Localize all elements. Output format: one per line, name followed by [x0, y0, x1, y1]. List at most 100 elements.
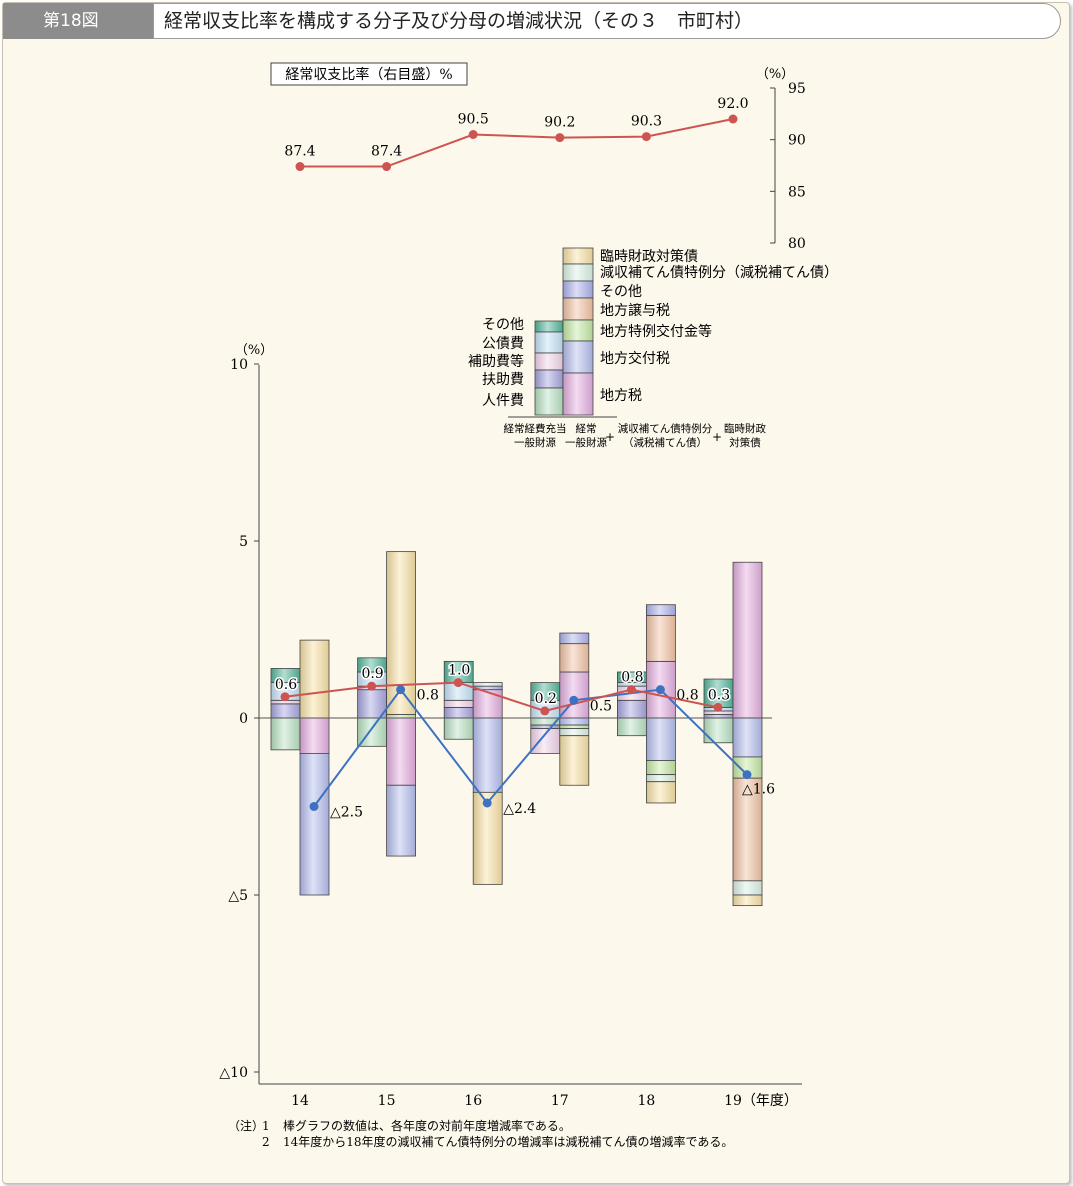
denominator-segment: [732, 880, 763, 896]
denominator-total-point: [396, 685, 406, 695]
notes: （注） 1 棒グラフの数値は、各年度の対前年度増減率である。 2 14年度から1…: [228, 1118, 733, 1149]
change-tick-label: 10: [230, 357, 248, 373]
ratio-value-label: 90.3: [631, 114, 662, 130]
category-label: 14: [291, 1093, 309, 1109]
ratio-value-label: 87.4: [284, 144, 315, 160]
note-2-number: 2: [262, 1135, 270, 1149]
denominator-segment: [299, 639, 330, 719]
denominator-segment: [732, 777, 763, 882]
note-2-text: 14年度から18年度の減収補てん債特例分の増減率は減税補てん債の増減率である。: [283, 1134, 733, 1149]
legend-caption: 臨時財政: [724, 422, 766, 435]
legend-numerator-label: その他: [482, 317, 524, 333]
legend: その他公債費補助費等扶助費人件費臨時財政対策債減収補てん債特例分（減税補てん債）…: [468, 247, 838, 449]
ratio-title-box: [270, 62, 468, 86]
numerator-segment: [443, 699, 474, 708]
legend-denominator-label: 地方交付税: [600, 350, 670, 367]
ratio-tick-label: 80: [788, 236, 806, 252]
legend-numerator-swatch: [534, 331, 564, 354]
ratio-line: [300, 118, 734, 168]
denominator-total-line: [313, 688, 748, 808]
numerator-segment: [270, 717, 301, 751]
change-tick-label: △10: [219, 1065, 248, 1081]
legend-caption: （減税補てん債）: [623, 436, 707, 449]
category-label: 17: [551, 1093, 569, 1109]
legend-denominator-label: 地方譲与税: [600, 303, 670, 319]
change-tick-label: 5: [239, 534, 248, 550]
ratio-chart: 経常収支比率（右目盛）% （%） 80 85 90 95 87.4 87.4 90.5 90…: [270, 62, 806, 252]
legend-numerator-swatch: [534, 387, 564, 416]
ratio-tick-label: 90: [788, 133, 806, 149]
numerator-total-point: [713, 702, 723, 712]
denominator-segment: [732, 561, 763, 719]
legend-caption: 減収補てん債特例分: [618, 422, 713, 435]
numerator-total-label: 0.3: [708, 687, 730, 703]
denominator-segment: [559, 724, 590, 730]
legend-caption: 経常: [576, 422, 597, 435]
change-x-tick-labels: 14 15 16 17 18 19（年度）: [291, 1093, 798, 1109]
numerator-total-point: [453, 678, 463, 688]
legend-numerator-label: 人件費: [482, 393, 524, 409]
denominator-total-label: △2.4: [503, 801, 536, 817]
note-1-text: 棒グラフの数値は、各年度の対前年度増減率である。: [283, 1118, 571, 1133]
numerator-total-point: [280, 692, 290, 702]
change-tick-label: △5: [228, 888, 248, 904]
category-label: 15: [378, 1093, 396, 1109]
note-1-number: 1: [262, 1119, 270, 1133]
category-label: 19（年度）: [724, 1093, 798, 1109]
numerator-segment: [703, 714, 734, 719]
denominator-segment: [299, 717, 330, 754]
ratio-tick-label: 85: [788, 184, 806, 200]
numerator-segment: [443, 717, 474, 740]
numerator-segment: [617, 717, 647, 737]
denominator-total-label: 0.8: [676, 688, 698, 704]
denominator-total-label: 0.5: [590, 698, 612, 714]
legend-caption: 対策債: [729, 436, 761, 449]
change-bars: [270, 551, 763, 907]
ratio-point: [382, 162, 392, 172]
denominator-segment: [472, 791, 503, 885]
legend-numerator-label: 公債費: [482, 336, 524, 352]
legend-denominator-label: 地方特例交付金等: [600, 323, 712, 340]
numerator-total-point: [626, 685, 636, 695]
legend-numerator-swatch: [534, 369, 564, 389]
ratio-point: [555, 133, 565, 143]
numerator-total-label: 0.6: [275, 677, 297, 693]
ratio-tick-label: 95: [788, 81, 806, 97]
denominator-segment: [299, 753, 330, 896]
legend-denominator-swatch: [562, 263, 594, 282]
ratio-point: [728, 114, 738, 124]
ratio-value-label: 92.0: [717, 96, 748, 112]
change-total-lines: △2.5 0.8 △2.4 0.5 0.8 △1.6 0.6 0.9 1.0 0.2 0.8 0.3: [273, 661, 775, 821]
ratio-unit-label: （%）: [756, 67, 794, 82]
numerator-segment: [270, 703, 301, 719]
change-y-ticks: △10 △5 0 5 10: [219, 357, 259, 1081]
denominator-total-label: △1.6: [742, 782, 775, 798]
ratio-chart-title: 経常収支比率（右目盛）%: [285, 66, 452, 83]
legend-denominator-label: 減収補てん債特例分（減税補てん債）: [600, 264, 838, 281]
legend-denominator-swatch: [562, 319, 594, 342]
legend-plus: +: [712, 430, 722, 444]
denominator-segment: [646, 604, 676, 616]
legend-denominator-swatch: [562, 297, 594, 321]
figure-number-badge: 第18図: [3, 3, 153, 39]
numerator-segment: [617, 699, 647, 719]
legend-denominator-swatch: [562, 247, 594, 265]
denominator-segment: [646, 760, 676, 776]
ratio-value-label: 90.5: [458, 112, 489, 128]
category-label: 18: [637, 1093, 655, 1109]
denominator-segment: [386, 714, 417, 719]
legend-denominator-label: その他: [600, 284, 642, 300]
numerator-total-label: 1.0: [448, 663, 470, 679]
legend-denominator-label: 臨時財政対策債: [600, 248, 698, 265]
denominator-segment: [646, 614, 676, 662]
denominator-segment: [559, 728, 590, 737]
figure-title: 経常収支比率を構成する分子及び分母の増減状況（その３ 市町村）: [153, 3, 1061, 39]
denominator-segment: [559, 735, 590, 786]
denominator-segment: [559, 643, 590, 673]
legend-numerator-swatch: [534, 320, 564, 333]
denominator-total-point: [482, 798, 492, 808]
denominator-total-label: △2.5: [330, 805, 363, 821]
denominator-total-point: [655, 685, 665, 695]
denominator-segment: [386, 717, 417, 786]
legend-denominator-swatch: [562, 340, 594, 374]
